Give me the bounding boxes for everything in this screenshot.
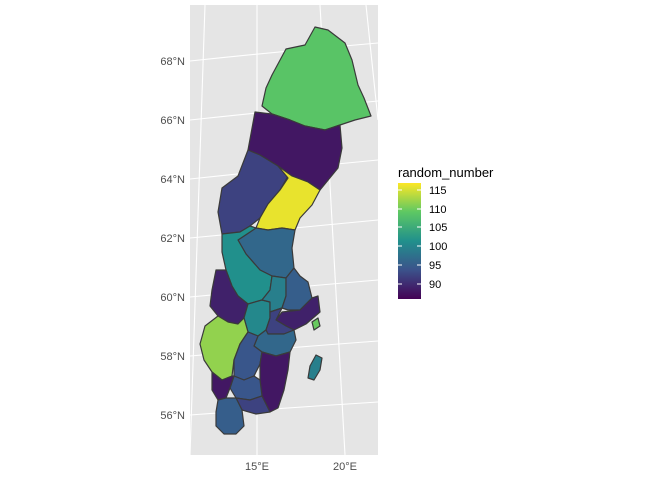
y-tick-label: 64°N <box>160 174 185 186</box>
x-axis-labels: 15°E 20°E <box>245 461 357 473</box>
region-gotland <box>307 354 323 381</box>
legend-ticks <box>398 189 421 285</box>
y-tick-label: 66°N <box>160 115 185 127</box>
y-tick-label: 62°N <box>160 233 185 245</box>
region-stockholm <box>275 295 321 331</box>
region-layer <box>199 26 372 435</box>
legend: random_number 115 110 105 100 95 90 <box>398 165 494 299</box>
y-tick-label: 58°N <box>160 351 185 363</box>
legend-title: random_number <box>398 165 494 180</box>
region-halland <box>211 371 235 401</box>
y-axis-labels: 68°N 66°N 64°N 62°N 60°N 58°N 56°N <box>160 56 185 422</box>
legend-label: 110 <box>429 204 447 216</box>
x-tick-label: 20°E <box>333 461 357 473</box>
legend-label: 105 <box>429 222 447 234</box>
legend-label: 100 <box>429 241 447 253</box>
region-kronoberg <box>229 375 263 401</box>
region-kalmar <box>259 351 291 413</box>
legend-label: 90 <box>429 279 441 291</box>
y-tick-label: 56°N <box>160 410 185 422</box>
region-skane <box>215 397 245 435</box>
legend-label: 95 <box>429 260 441 272</box>
legend-label: 115 <box>429 185 447 197</box>
y-tick-label: 68°N <box>160 56 185 68</box>
region-island <box>311 317 321 331</box>
y-tick-label: 60°N <box>160 292 185 304</box>
x-tick-label: 15°E <box>245 461 269 473</box>
legend-colorbar <box>398 183 421 299</box>
